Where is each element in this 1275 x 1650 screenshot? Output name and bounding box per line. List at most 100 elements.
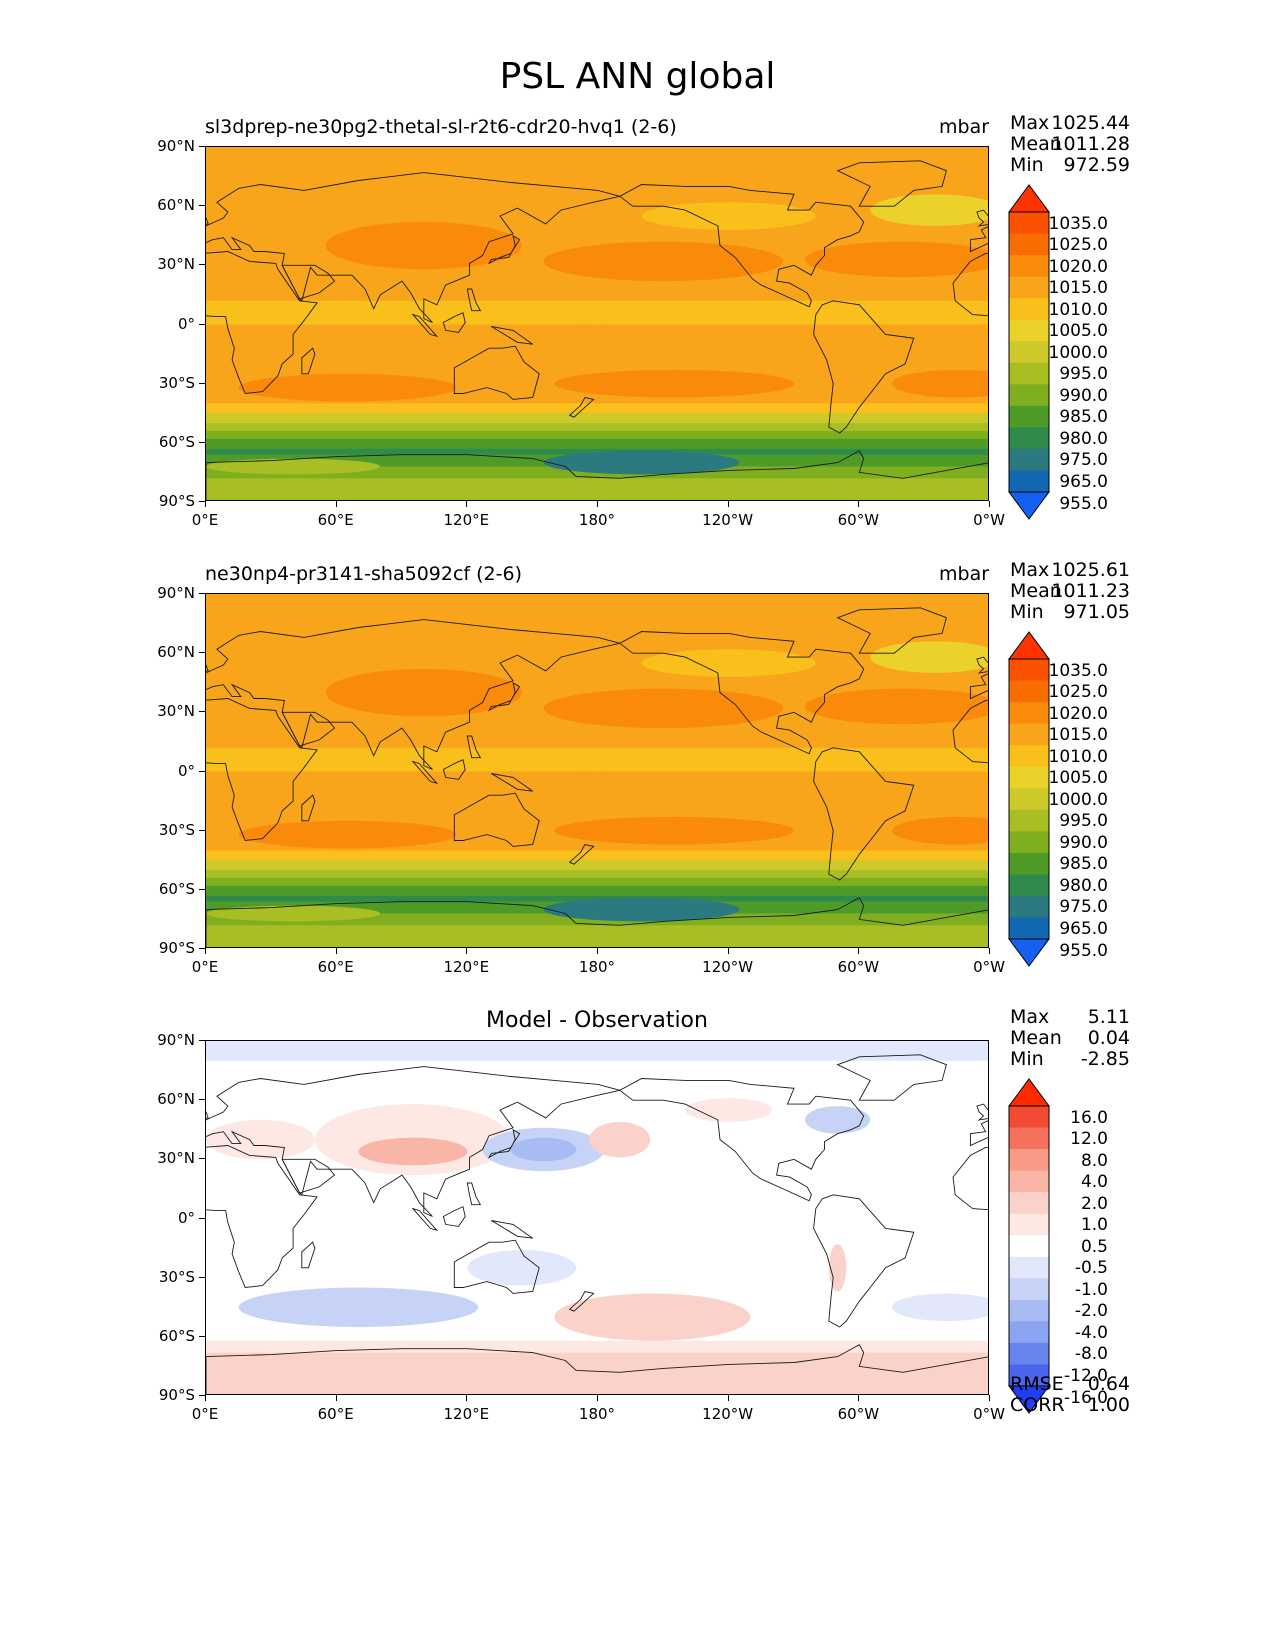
diff-contour-region xyxy=(804,1106,871,1134)
coast-uk xyxy=(206,1111,209,1119)
colorbar-segment xyxy=(1009,1192,1049,1215)
field-band xyxy=(206,594,988,664)
field-band xyxy=(206,732,988,749)
colorbar-segment xyxy=(1009,723,1049,746)
lon-tick-mark xyxy=(727,948,729,954)
colorbar-label: 4.0 xyxy=(1080,1172,1108,1193)
colorbar-label: 990.0 xyxy=(1059,385,1108,406)
field-band xyxy=(206,216,988,247)
colorbar-segment xyxy=(1009,255,1049,278)
lon-tick-mark xyxy=(335,501,337,507)
lat-tick-mark xyxy=(199,1217,205,1219)
lon-tick-label: 0°W xyxy=(973,958,1005,976)
stat-value-max: 5.11 xyxy=(1087,1006,1130,1028)
corr-value: 1.00 xyxy=(1087,1394,1130,1416)
colorbar-segment xyxy=(1009,1127,1049,1150)
coast-japan xyxy=(487,681,521,712)
colorbar-extend-min xyxy=(1008,938,1050,967)
coastlines xyxy=(206,1054,988,1394)
field-band xyxy=(206,413,988,424)
coast-antarctica xyxy=(206,1344,988,1394)
lon-tick-label: 0°E xyxy=(191,511,219,529)
stat-label-mean: Mean xyxy=(1010,1027,1062,1049)
colorbar-label: -1.0 xyxy=(1074,1279,1108,1300)
field-band xyxy=(206,324,988,365)
colorbar-label: 975.0 xyxy=(1059,450,1108,471)
field-band xyxy=(206,860,988,871)
field-contour-region xyxy=(892,816,988,845)
panel-title: sl3dprep-ne30pg2-thetal-sl-r2t6-cdr20-hv… xyxy=(205,116,677,138)
lat-tick-label: 60°S xyxy=(158,1326,195,1345)
lat-tick-label: 60°N xyxy=(157,196,195,215)
field-contour-region xyxy=(543,688,784,729)
colorbar-label: 1005.0 xyxy=(1048,768,1108,789)
colorbar-extend-max xyxy=(1008,184,1050,213)
colorbar-label: 995.0 xyxy=(1059,811,1108,832)
lon-tick-mark xyxy=(597,501,598,507)
colorbar-label: -4.0 xyxy=(1074,1322,1108,1343)
coast-africa xyxy=(206,251,318,394)
lon-tick-label: 120°W xyxy=(702,958,754,976)
lat-tick-mark xyxy=(199,652,205,654)
lon-tick-mark xyxy=(597,1395,598,1401)
stat-value-min: 972.59 xyxy=(1063,154,1130,176)
coast-australia xyxy=(453,792,540,847)
lat-tick-label: 90°N xyxy=(157,137,195,155)
diff-contour-region xyxy=(238,1287,479,1327)
coast-newguinea xyxy=(491,1220,533,1239)
field-contour-region xyxy=(892,369,988,398)
field-band xyxy=(206,285,988,302)
diff-contour-region xyxy=(510,1137,577,1162)
lon-tick-label: 120°E xyxy=(443,958,490,976)
coast-japan xyxy=(487,1128,521,1159)
stat-value-min: -2.85 xyxy=(1080,1048,1130,1070)
field-band xyxy=(206,147,988,217)
coast-arabia xyxy=(281,264,336,300)
colorbar-label: 1025.0 xyxy=(1048,682,1108,703)
lat-tick-mark xyxy=(199,323,205,325)
field-band xyxy=(206,423,988,432)
lat-tick-label: 60°S xyxy=(158,432,195,451)
diff-contour-region xyxy=(892,1293,988,1322)
coast-borneo xyxy=(442,312,466,333)
lat-tick-label: 0° xyxy=(177,761,195,780)
lon-tick-label: 60°W xyxy=(837,958,880,976)
coast-madagascar xyxy=(301,1241,316,1269)
diff-contour-region xyxy=(685,1098,773,1122)
colorbar-segment xyxy=(1009,766,1049,789)
coast-eurasia xyxy=(206,619,620,770)
colorbar-label: -16.0 xyxy=(1064,1387,1108,1408)
lat-tick-label: 30°N xyxy=(157,255,195,274)
field-contour-region xyxy=(641,649,816,677)
colorbar-segment xyxy=(1009,341,1049,364)
colorbar-segment xyxy=(1009,895,1049,918)
colorbar-segment xyxy=(1009,212,1049,235)
colorbar-label: 1000.0 xyxy=(1048,342,1108,363)
lat-tick-mark xyxy=(199,1276,205,1278)
lat-tick-mark xyxy=(199,770,205,772)
stat-label-max: Max xyxy=(1010,112,1050,134)
colorbar-label: 1005.0 xyxy=(1048,321,1108,342)
colorbar-label: 965.0 xyxy=(1059,472,1108,492)
lon-tick-mark xyxy=(597,948,598,954)
lon-tick-label: 60°E xyxy=(317,511,354,529)
colorbar-segment xyxy=(1009,427,1049,450)
lat-tick-mark xyxy=(199,1040,205,1041)
lon-tick-mark xyxy=(727,1395,729,1401)
field-band xyxy=(206,478,988,500)
lon-tick-label: 120°E xyxy=(443,511,490,529)
diff-contour-region xyxy=(589,1121,651,1158)
colorbar-label: 1020.0 xyxy=(1048,256,1108,277)
diff-band xyxy=(206,1352,988,1394)
colorbar-segment xyxy=(1009,874,1049,897)
coast-nz xyxy=(568,396,595,418)
units-label: mbar xyxy=(939,116,990,138)
coast-sumatra xyxy=(411,1207,439,1232)
coast-nz xyxy=(568,1290,595,1312)
coast-eurasia xyxy=(206,1066,620,1217)
lon-tick-label: 120°E xyxy=(443,1405,490,1423)
coast-greenland xyxy=(836,1054,947,1101)
lon-tick-mark xyxy=(205,1395,206,1401)
field-contour-region xyxy=(543,450,740,475)
colorbar-extend-max xyxy=(1008,1078,1050,1107)
